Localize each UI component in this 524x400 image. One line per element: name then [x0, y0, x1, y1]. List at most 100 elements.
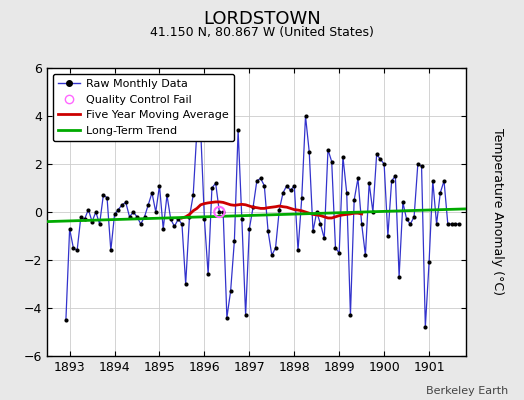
Point	[447, 221, 456, 227]
Point	[305, 149, 313, 155]
Point	[226, 288, 235, 294]
Point	[144, 202, 152, 208]
Point	[316, 221, 325, 227]
Point	[204, 271, 212, 278]
Point	[174, 216, 182, 222]
Point	[402, 216, 411, 222]
Point	[219, 209, 227, 215]
Point	[193, 127, 201, 134]
Point	[350, 197, 358, 203]
Point	[249, 204, 257, 210]
Point	[380, 161, 388, 167]
Point	[159, 226, 167, 232]
Point	[455, 221, 463, 227]
Point	[421, 324, 430, 330]
Point	[451, 221, 460, 227]
Point	[335, 250, 343, 256]
Point	[137, 221, 145, 227]
Point	[208, 185, 216, 191]
Point	[163, 192, 171, 198]
Point	[354, 175, 362, 182]
Point	[309, 228, 317, 234]
Point	[399, 199, 407, 206]
Point	[151, 209, 160, 215]
Point	[279, 190, 287, 196]
Point	[140, 214, 149, 220]
Legend: Raw Monthly Data, Quality Control Fail, Five Year Moving Average, Long-Term Tren: Raw Monthly Data, Quality Control Fail, …	[53, 74, 234, 141]
Point	[373, 151, 381, 158]
Point	[365, 180, 374, 186]
Point	[361, 252, 369, 258]
Point	[178, 221, 186, 227]
Point	[170, 223, 179, 230]
Point	[369, 209, 377, 215]
Point	[343, 190, 351, 196]
Point	[95, 221, 104, 227]
Point	[432, 221, 441, 227]
Point	[425, 259, 433, 266]
Point	[339, 154, 347, 160]
Point	[312, 209, 321, 215]
Point	[328, 158, 336, 165]
Point	[320, 235, 329, 242]
Text: 41.150 N, 80.867 W (United States): 41.150 N, 80.867 W (United States)	[150, 26, 374, 39]
Point	[391, 173, 400, 179]
Point	[215, 209, 224, 215]
Point	[200, 216, 209, 222]
Point	[242, 312, 250, 318]
Point	[413, 161, 422, 167]
Point	[73, 247, 81, 254]
Point	[395, 274, 403, 280]
Y-axis label: Temperature Anomaly (°C): Temperature Anomaly (°C)	[490, 128, 504, 296]
Point	[268, 252, 276, 258]
Point	[429, 178, 437, 184]
Point	[129, 209, 137, 215]
Point	[185, 214, 194, 220]
Point	[444, 221, 452, 227]
Point	[80, 216, 89, 222]
Point	[111, 211, 119, 218]
Point	[66, 226, 74, 232]
Point	[260, 182, 268, 189]
Point	[84, 206, 93, 213]
Text: LORDSTOWN: LORDSTOWN	[203, 10, 321, 28]
Point	[410, 214, 418, 220]
Point	[133, 214, 141, 220]
Point	[376, 156, 385, 162]
Point	[290, 182, 299, 189]
Point	[286, 187, 294, 194]
Point	[264, 228, 272, 234]
Point	[114, 206, 123, 213]
Text: Berkeley Earth: Berkeley Earth	[426, 386, 508, 396]
Point	[103, 194, 111, 201]
Point	[271, 245, 280, 251]
Point	[324, 146, 332, 153]
Point	[230, 238, 238, 244]
Point	[62, 317, 70, 323]
Point	[125, 214, 134, 220]
Point	[406, 221, 414, 227]
Point	[107, 247, 115, 254]
Point	[436, 190, 444, 196]
Point	[418, 163, 426, 170]
Point	[189, 192, 198, 198]
Point	[77, 214, 85, 220]
Point	[223, 314, 231, 321]
Point	[331, 245, 340, 251]
Point	[301, 113, 310, 119]
Point	[148, 190, 156, 196]
Point	[69, 245, 78, 251]
Point	[181, 281, 190, 287]
Point	[275, 206, 283, 213]
Point	[245, 226, 254, 232]
Point	[155, 182, 163, 189]
Point	[253, 178, 261, 184]
Point	[440, 178, 448, 184]
Point	[282, 182, 291, 189]
Point	[384, 233, 392, 239]
Point	[357, 221, 366, 227]
Point	[215, 209, 224, 215]
Point	[99, 192, 107, 198]
Point	[196, 127, 205, 134]
Point	[122, 199, 130, 206]
